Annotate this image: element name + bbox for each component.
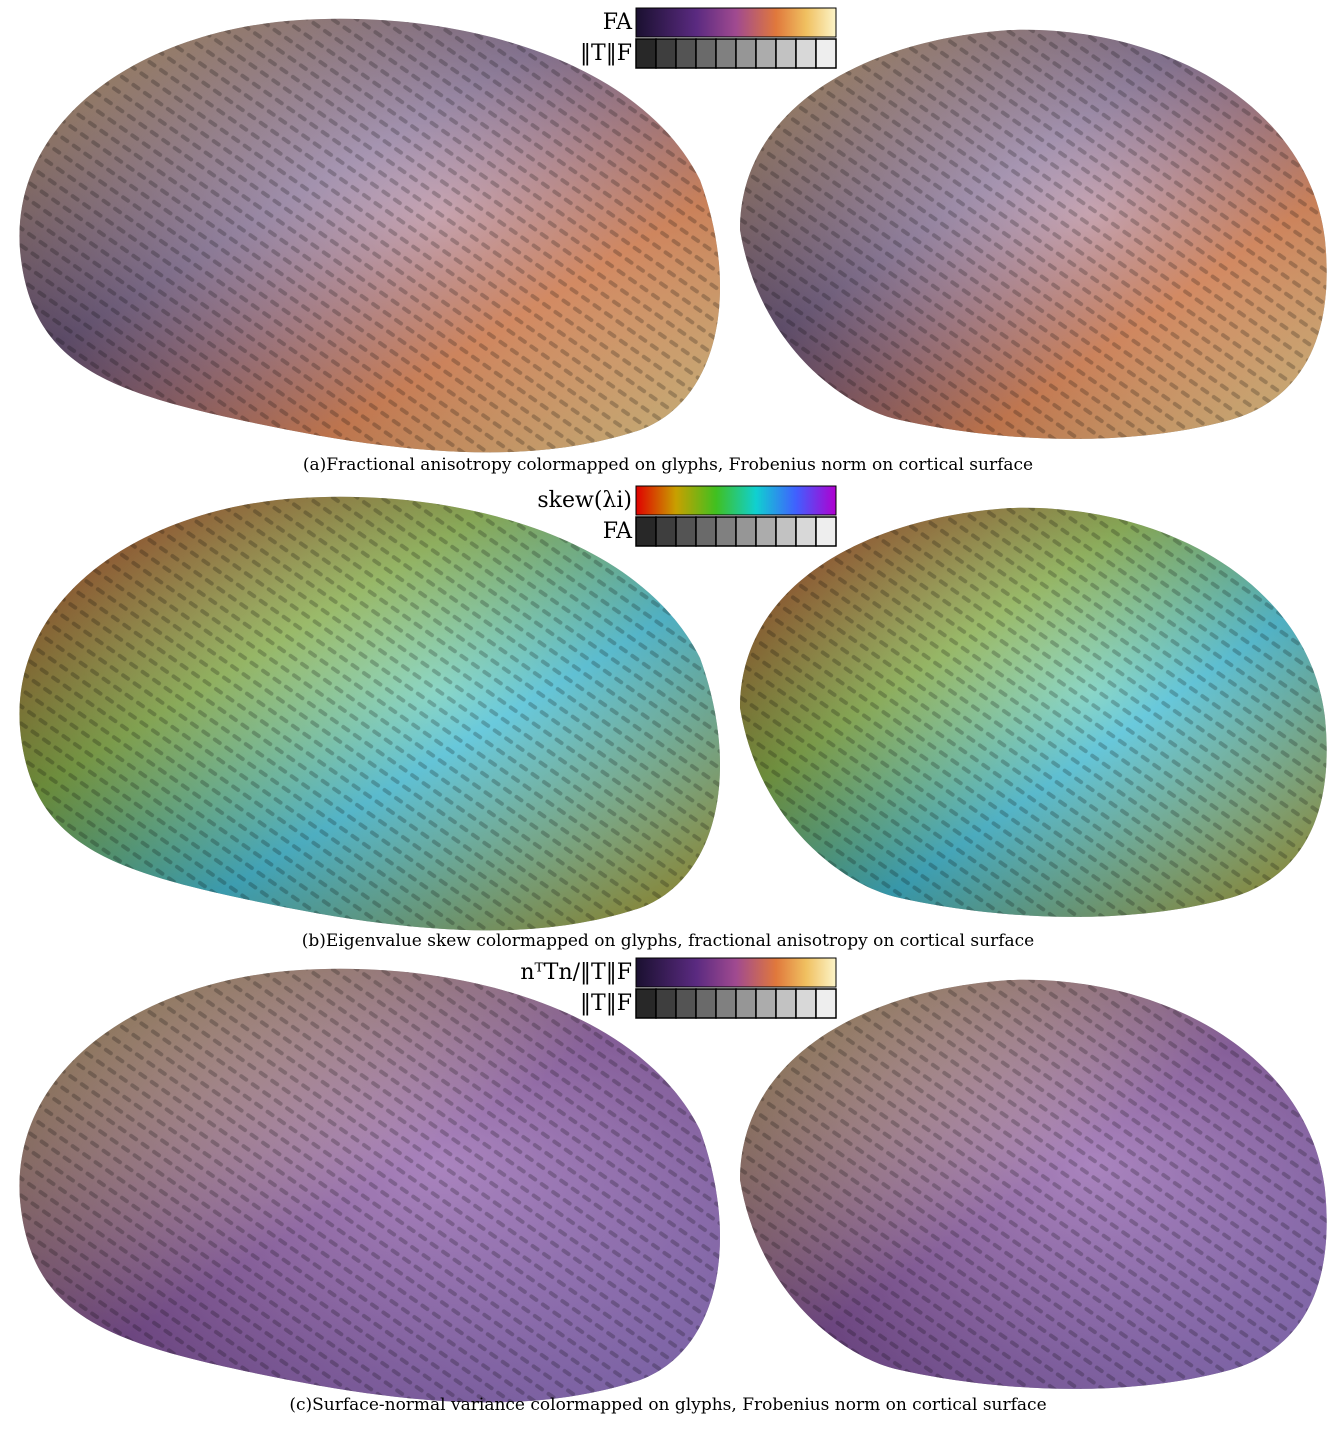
colorbar-step — [816, 517, 836, 546]
colorbar-step — [796, 39, 816, 68]
colorbar-step — [676, 517, 696, 546]
colorbar-label: nᵀTn/‖T‖F — [520, 960, 632, 985]
colorbar-label: ‖T‖F — [580, 991, 632, 1016]
colorbar-step — [656, 989, 676, 1018]
colorbar-step — [696, 39, 716, 68]
colorbar — [636, 8, 836, 37]
caption: (a)Fractional anisotropy colormapped on … — [303, 455, 1033, 475]
colorbar — [636, 486, 836, 515]
figure: FA ‖T‖F (a)Fractional anisotropy colormapp… — [0, 0, 1337, 1433]
colorbar-step — [676, 989, 696, 1018]
panel: FA ‖T‖F — [19, 8, 1326, 452]
colorbar-step — [676, 39, 696, 68]
colorbar-step — [756, 989, 776, 1018]
glyph-texture — [740, 508, 1327, 917]
caption: (b)Eigenvalue skew colormapped on glyphs… — [302, 931, 1034, 951]
colorbar-step — [756, 517, 776, 546]
colorbar-step — [716, 989, 736, 1018]
colorbar-step — [736, 517, 756, 546]
colorbar-label: skew(λi) — [537, 488, 632, 513]
colorbar-step — [796, 989, 816, 1018]
colorbar-step — [816, 39, 836, 68]
caption: (c)Surface-normal variance colormapped o… — [289, 1395, 1046, 1415]
colorbar-step — [776, 39, 796, 68]
panel: skew(λi) FA — [19, 486, 1326, 930]
glyph-texture — [740, 980, 1327, 1389]
colorbar-step — [696, 989, 716, 1018]
colorbar — [636, 958, 836, 987]
colorbar-step — [716, 517, 736, 546]
colorbar-step — [776, 989, 796, 1018]
colorbar-label: ‖T‖F — [580, 41, 632, 66]
colorbar-step — [796, 517, 816, 546]
colorbar-step — [696, 517, 716, 546]
colorbar-step — [636, 989, 656, 1018]
colorbar-step — [816, 989, 836, 1018]
colorbar-step — [736, 989, 756, 1018]
glyph-texture — [19, 497, 720, 931]
colorbar-step — [656, 39, 676, 68]
glyph-texture — [19, 19, 720, 453]
glyph-texture — [19, 969, 720, 1403]
panel: nᵀTn/‖T‖F ‖T‖F — [19, 958, 1326, 1402]
figure-canvas: FA ‖T‖F (a)Fractional anisotropy colormapp… — [0, 0, 1337, 1433]
colorbar-step — [776, 517, 796, 546]
colorbar-step — [656, 517, 676, 546]
colorbar-label: FA — [603, 10, 633, 35]
colorbar-step — [756, 39, 776, 68]
glyph-texture — [740, 30, 1327, 439]
colorbar-step — [736, 39, 756, 68]
colorbar-step — [636, 517, 656, 546]
colorbar-step — [716, 39, 736, 68]
colorbar-step — [636, 39, 656, 68]
colorbar-label: FA — [603, 519, 633, 544]
